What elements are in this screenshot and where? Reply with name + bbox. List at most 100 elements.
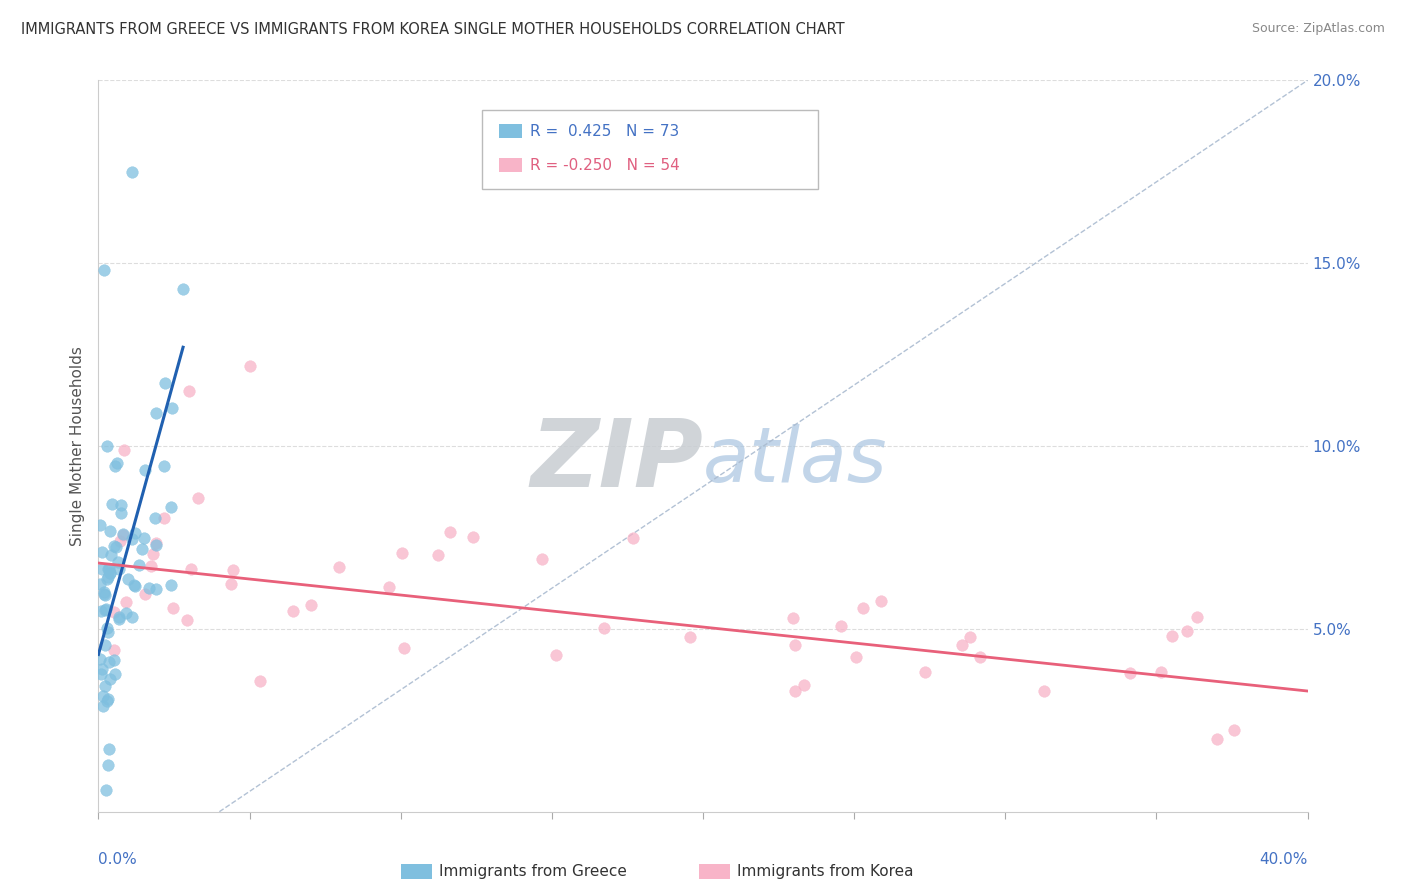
Point (222, 563, 245, 577)
Point (108, 534, 131, 549)
Point (94, 589, 117, 603)
Point (1033, 684, 1056, 698)
Text: Immigrants from Greece: Immigrants from Greece (439, 864, 627, 879)
Point (845, 650, 868, 665)
Point (104, 459, 127, 474)
Point (621, 531, 644, 545)
Point (439, 524, 461, 539)
Point (160, 401, 183, 415)
Point (115, 595, 138, 609)
Point (328, 559, 350, 574)
Point (869, 594, 891, 608)
Point (128, 558, 150, 573)
Point (108, 612, 131, 626)
Point (108, 609, 131, 624)
Point (96, 621, 118, 635)
Point (98, 524, 121, 539)
Point (153, 458, 176, 473)
Point (959, 631, 981, 645)
Point (176, 613, 198, 627)
Point (90, 562, 112, 576)
Point (1160, 629, 1182, 643)
Point (134, 463, 156, 477)
Point (134, 587, 156, 601)
Point (145, 535, 167, 549)
Point (96, 572, 118, 586)
Point (103, 605, 125, 619)
Point (1187, 610, 1209, 624)
Point (96, 624, 118, 639)
Point (97, 570, 120, 584)
Point (679, 630, 702, 644)
Point (969, 650, 991, 665)
Point (110, 498, 132, 512)
Point (93, 263, 115, 277)
Point (105, 456, 128, 470)
Point (299, 598, 322, 612)
Point (914, 665, 936, 679)
Point (141, 559, 163, 574)
Point (91, 662, 114, 676)
Point (115, 606, 138, 620)
Point (89, 652, 111, 666)
Point (97, 562, 120, 576)
Point (153, 511, 176, 525)
Point (91, 698, 114, 713)
Point (93, 587, 115, 601)
Point (1175, 624, 1198, 638)
Point (96, 562, 118, 576)
Point (132, 531, 155, 545)
Point (110, 506, 132, 520)
Point (112, 527, 135, 541)
Point (592, 620, 614, 634)
Point (782, 611, 804, 625)
Point (107, 555, 129, 569)
Point (1149, 665, 1171, 679)
Text: IMMIGRANTS FROM GREECE VS IMMIGRANTS FROM KOREA SINGLE MOTHER HOUSEHOLDS CORRELA: IMMIGRANTS FROM GREECE VS IMMIGRANTS FRO… (21, 22, 845, 37)
Point (221, 577, 243, 591)
Text: Source: ZipAtlas.com: Source: ZipAtlas.com (1251, 22, 1385, 36)
Point (180, 562, 202, 576)
Point (103, 643, 125, 657)
Point (98, 566, 121, 580)
Point (249, 674, 271, 689)
Point (91, 545, 114, 559)
Point (90, 666, 112, 681)
Point (121, 533, 143, 547)
Point (153, 376, 176, 391)
Point (100, 548, 122, 562)
Point (104, 540, 127, 554)
Point (98, 673, 121, 687)
Point (1119, 665, 1142, 680)
Point (90, 604, 112, 618)
Text: R = -0.250   N = 54: R = -0.250 N = 54 (530, 158, 681, 172)
Text: R =  0.425   N = 73: R = 0.425 N = 73 (530, 124, 679, 138)
Point (117, 572, 139, 586)
Point (378, 580, 401, 594)
Point (96, 602, 118, 616)
Point (122, 578, 145, 592)
Point (950, 639, 973, 653)
Point (103, 539, 125, 553)
Point (89, 517, 111, 532)
Text: Immigrants from Korea: Immigrants from Korea (737, 864, 914, 879)
Point (121, 164, 143, 178)
Point (121, 610, 143, 624)
Text: ZIP: ZIP (530, 415, 703, 507)
Point (94, 638, 117, 652)
Point (94, 783, 117, 797)
Point (1223, 723, 1246, 737)
Point (159, 578, 181, 592)
Point (391, 546, 413, 560)
Y-axis label: Single Mother Households: Single Mother Households (70, 346, 86, 546)
Point (530, 552, 553, 566)
Point (785, 683, 807, 698)
Point (783, 638, 806, 652)
Point (145, 538, 167, 552)
Text: atlas: atlas (703, 424, 887, 498)
Point (239, 359, 262, 373)
Point (162, 601, 184, 615)
Point (91, 689, 114, 703)
Point (852, 600, 875, 615)
Point (94, 603, 117, 617)
